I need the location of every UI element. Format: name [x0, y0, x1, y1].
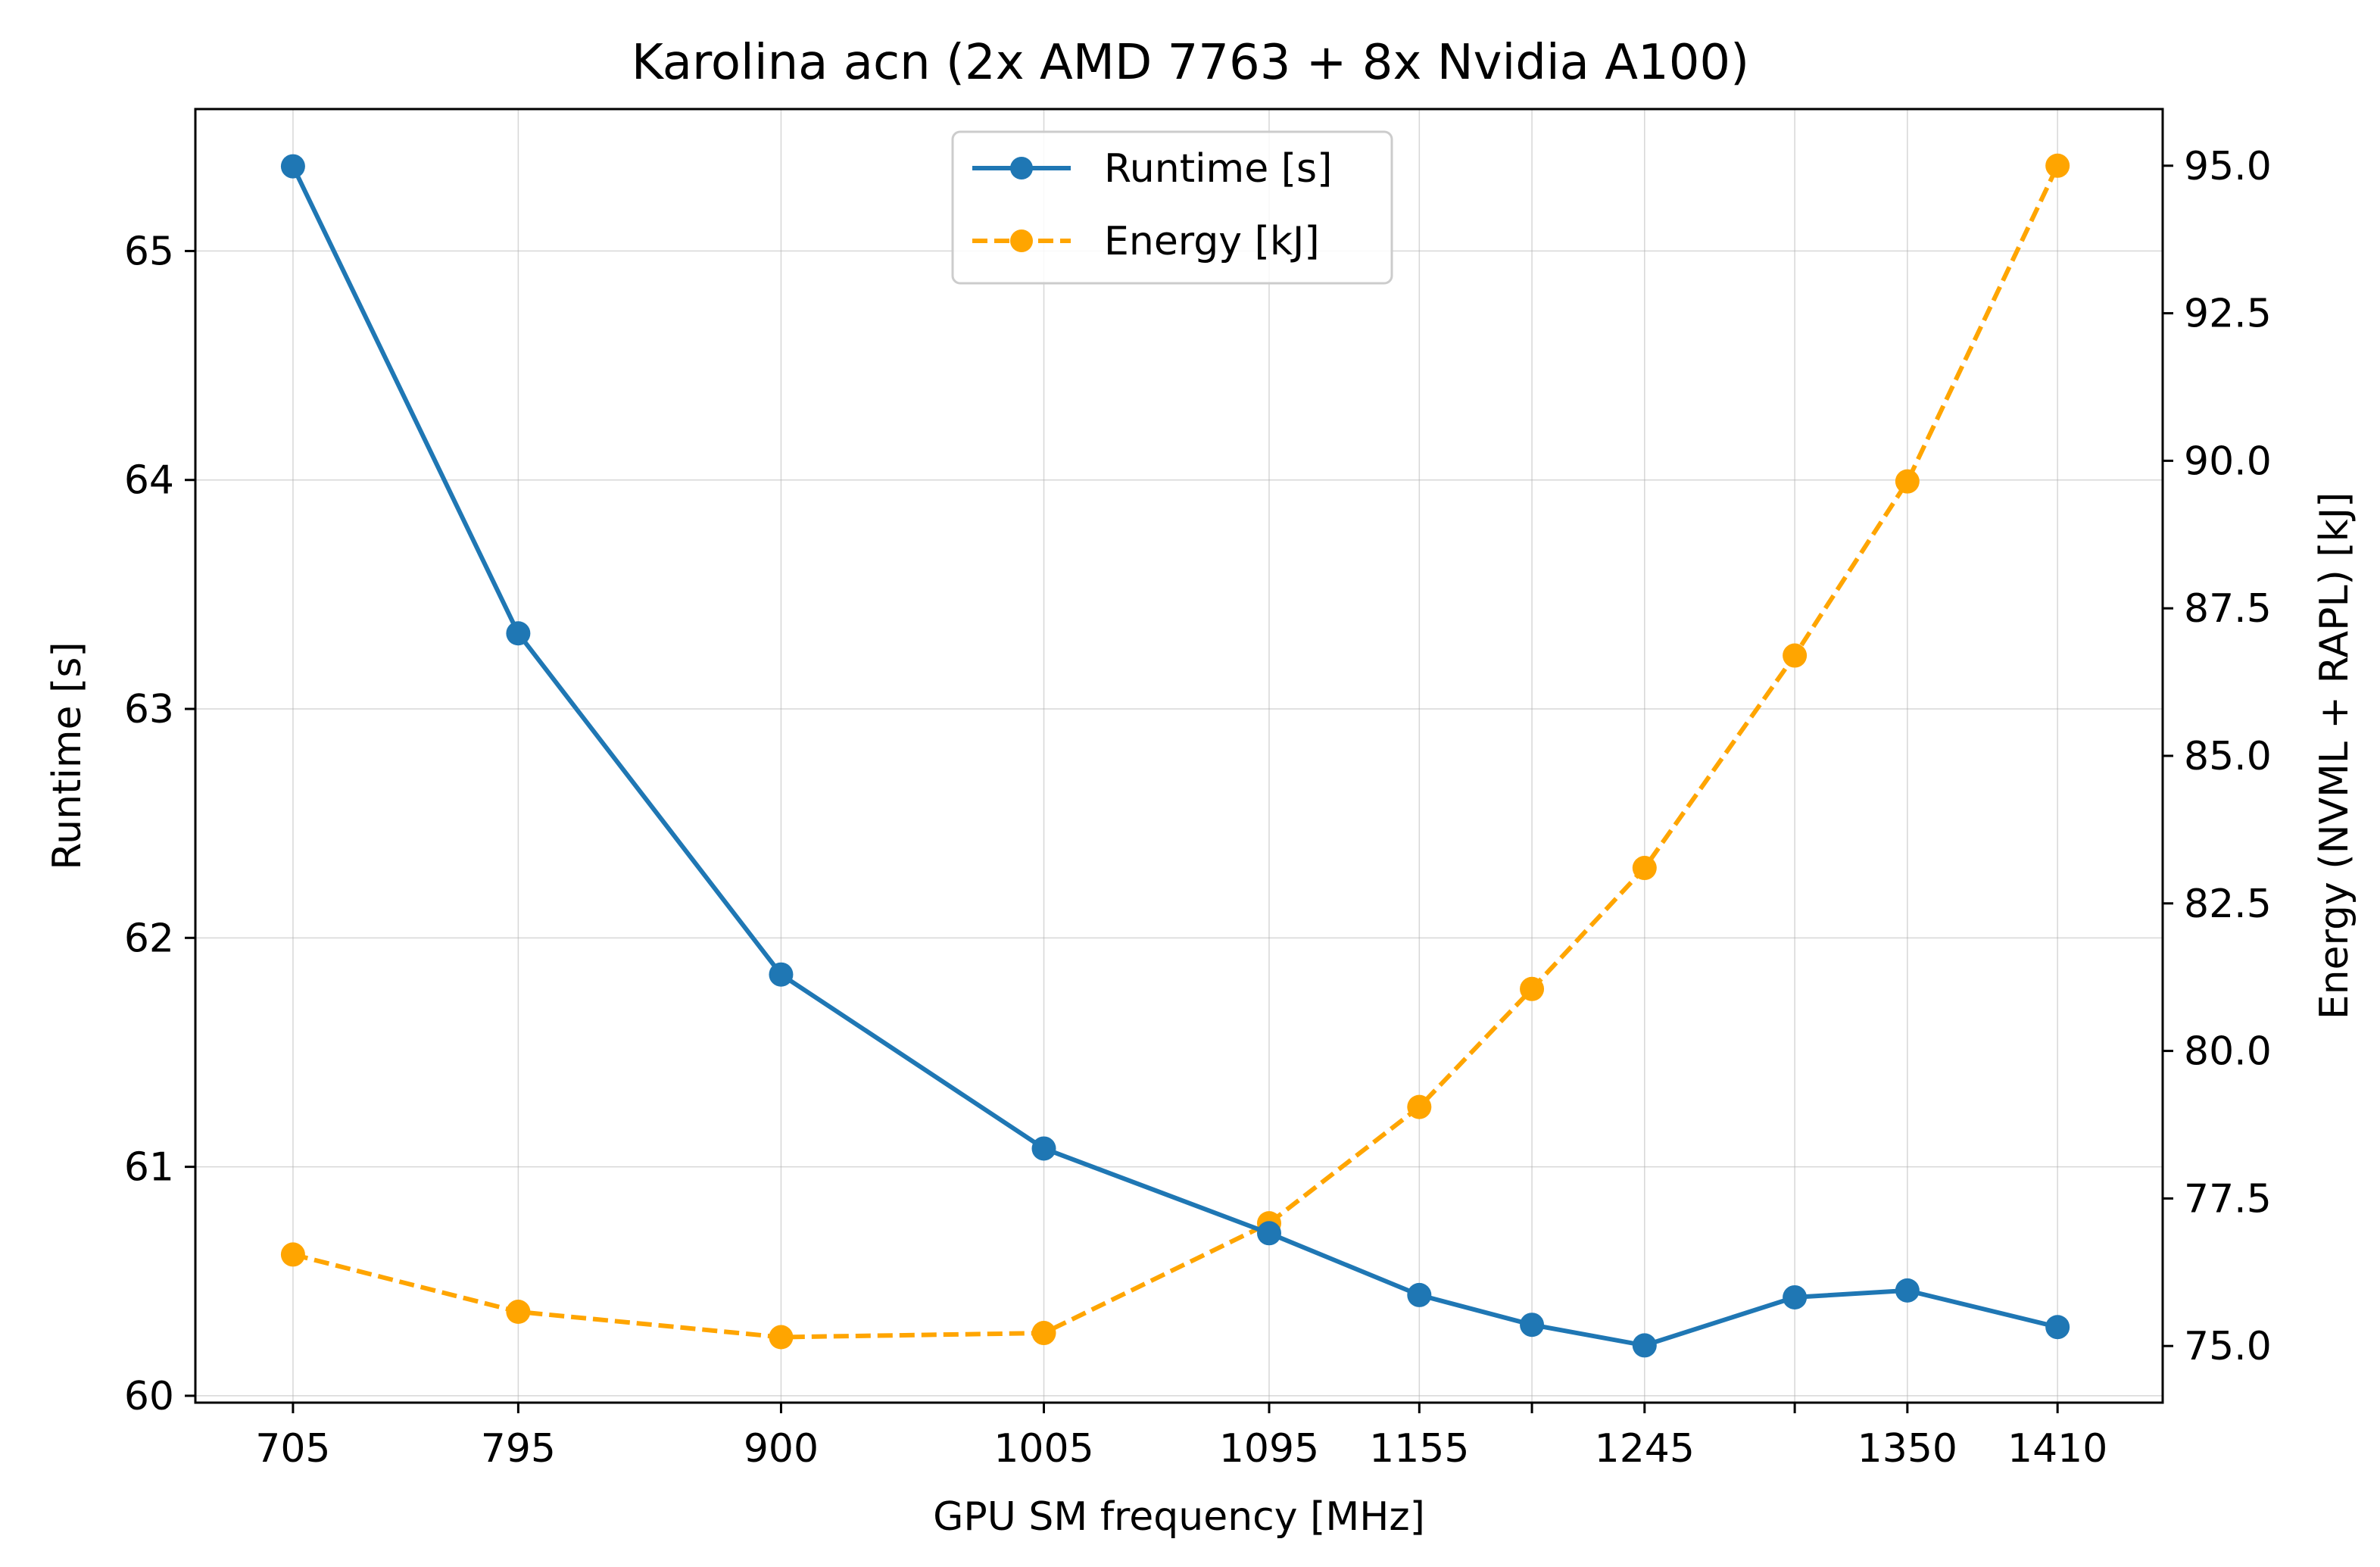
legend-energy-label: Energy [kJ]	[1104, 219, 1320, 264]
x-axis-label: GPU SM frequency [MHz]	[933, 1494, 1425, 1540]
y-left-tick-label-1: 61	[124, 1145, 174, 1191]
y-right-tick-label-2: 80.0	[2184, 1029, 2272, 1075]
runtime-point-5	[1407, 1282, 1432, 1307]
y-right-tick-label-4: 85.0	[2184, 734, 2272, 779]
y-right-tick-label-1: 77.5	[2184, 1176, 2272, 1222]
energy-point-1	[506, 1300, 531, 1325]
runtime-point-3	[1031, 1136, 1056, 1161]
energy-point-0	[280, 1242, 305, 1267]
runtime-point-9	[1895, 1278, 1920, 1303]
x-tick-label-1: 795	[481, 1426, 556, 1472]
x-tick-label-7: 1245	[1595, 1426, 1695, 1472]
runtime-point-7	[1632, 1333, 1657, 1358]
y-right-tick-label-7: 92.5	[2184, 292, 2272, 337]
y-right-tick-label-8: 95.0	[2184, 144, 2272, 189]
legend-runtime-marker	[1010, 157, 1033, 179]
y-axis-label-right: Energy (NVML + RAPL) [kJ]	[2312, 492, 2357, 1020]
y-right-tick-label-6: 90.0	[2184, 439, 2272, 484]
x-tick-label-2: 900	[744, 1426, 819, 1472]
runtime-point-8	[1783, 1285, 1808, 1309]
y-left-tick-label-3: 63	[124, 687, 174, 732]
runtime-point-4	[1256, 1221, 1281, 1246]
y-left-tick-label-2: 62	[124, 916, 174, 961]
x-tick-label-0: 705	[255, 1426, 330, 1472]
runtime-point-2	[769, 962, 794, 987]
series-layer	[280, 153, 2070, 1358]
x-tick-label-5: 1155	[1369, 1426, 1469, 1472]
energy-point-6	[1520, 976, 1545, 1001]
energy-point-2	[769, 1325, 794, 1350]
x-tick-label-3: 1005	[993, 1426, 1093, 1472]
y-right-tick-label-0: 75.0	[2184, 1324, 2272, 1369]
chart-title: Karolina acn (2x AMD 7763 + 8x Nvidia A1…	[632, 35, 1749, 91]
x-tick-label-10: 1410	[2007, 1426, 2107, 1472]
y-right-tick-label-3: 82.5	[2184, 882, 2272, 927]
y-left-tick-label-4: 64	[124, 458, 174, 504]
y-right-tick-label-5: 87.5	[2184, 586, 2272, 632]
energy-point-3	[1031, 1321, 1056, 1346]
y-axis-label-left: Runtime [s]	[45, 641, 90, 869]
runtime-point-0	[280, 154, 305, 179]
energy-point-10	[2045, 153, 2070, 178]
grid	[195, 109, 2163, 1403]
energy-point-7	[1632, 856, 1657, 881]
legend: Runtime [s] Energy [kJ]	[951, 130, 1393, 285]
runtime-point-1	[506, 621, 531, 646]
runtime-point-6	[1520, 1313, 1545, 1338]
y-left-tick-label-0: 60	[124, 1374, 174, 1419]
legend-energy-marker	[1010, 229, 1033, 252]
legend-runtime-label: Runtime [s]	[1104, 146, 1332, 192]
energy-point-5	[1407, 1094, 1432, 1119]
energy-point-8	[1783, 643, 1808, 668]
axes: 705 795 900 1005 1095 1155 1245 1350 1410 60 61 62 6…	[124, 144, 2272, 1472]
energy-point-9	[1895, 469, 1920, 494]
x-tick-label-9: 1350	[1858, 1426, 1957, 1472]
runtime-point-10	[2045, 1315, 2070, 1340]
y-left-tick-label-5: 65	[124, 229, 174, 274]
x-tick-label-4: 1095	[1219, 1426, 1319, 1472]
